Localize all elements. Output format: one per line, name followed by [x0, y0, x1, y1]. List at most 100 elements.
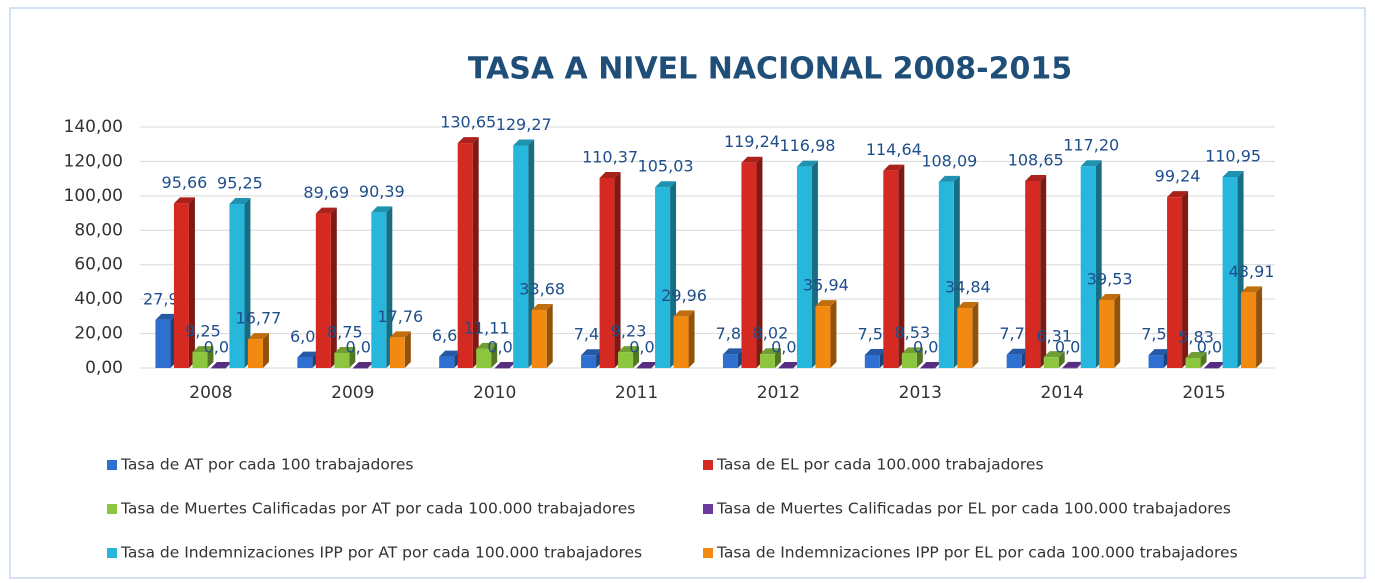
value-label: 129,27: [496, 115, 552, 134]
bar: [618, 352, 634, 368]
bar: [334, 352, 350, 368]
value-label: 8,75: [327, 322, 363, 341]
bar-top: [476, 342, 498, 349]
value-label: 16,77: [236, 309, 282, 328]
bar: [1222, 177, 1238, 368]
legend-label: Tasa de Indemnizaciones IPP por AT por c…: [120, 544, 642, 562]
bar-side: [1182, 191, 1189, 368]
bar-side: [916, 347, 923, 368]
bar-side: [207, 346, 214, 368]
bar: [1241, 292, 1257, 368]
bar-top: [315, 207, 337, 214]
x-tick-label: 2011: [615, 383, 658, 403]
bar: [476, 348, 492, 368]
bar: [247, 339, 263, 368]
bar-top: [1204, 361, 1226, 368]
bar: [673, 316, 689, 368]
bar: [599, 178, 615, 368]
bar-top: [938, 175, 960, 182]
bar: [352, 368, 368, 369]
bar-top: [297, 351, 319, 358]
bar-side: [386, 206, 393, 368]
bar-top: [1241, 286, 1263, 293]
bar-side: [472, 137, 479, 368]
bar: [1148, 355, 1164, 368]
legend-label: Tasa de Indemnizaciones IPP por EL por c…: [716, 544, 1238, 562]
legend-swatch: [703, 460, 713, 470]
bar-top: [581, 349, 603, 356]
bar: [1167, 197, 1183, 368]
bar-top: [334, 346, 356, 353]
bar: [1025, 180, 1041, 368]
bar: [938, 181, 954, 368]
bar-top: [901, 347, 923, 354]
bar-top: [655, 181, 677, 188]
x-tick-label: 2009: [331, 383, 374, 403]
value-label: 33,68: [519, 280, 565, 299]
bar-top: [173, 197, 195, 204]
value-label: 39,53: [1087, 269, 1133, 288]
bar: [439, 356, 455, 368]
bar-side: [898, 164, 905, 368]
y-tick-label: 140,00: [64, 117, 123, 137]
value-label: 9,25: [185, 322, 221, 341]
bar: [1062, 367, 1078, 369]
bar: [655, 187, 671, 368]
value-label: 43,91: [1229, 262, 1275, 281]
bar-top: [352, 362, 374, 368]
bar-top: [599, 172, 621, 179]
bar-side: [188, 197, 195, 368]
bar: [155, 319, 171, 368]
value-label: 105,03: [638, 157, 694, 176]
value-label: 35,94: [803, 276, 849, 295]
bar: [883, 170, 899, 368]
bar: [815, 306, 831, 368]
bar: [741, 162, 757, 368]
value-label: 95,66: [162, 173, 208, 192]
bar-top: [1148, 349, 1170, 356]
legend-swatch: [703, 548, 713, 558]
bar: [297, 357, 313, 368]
bar-top: [920, 361, 942, 368]
bar: [229, 204, 245, 368]
bar-side: [330, 207, 337, 368]
bar: [796, 166, 812, 368]
x-tick-label: 2008: [189, 383, 232, 403]
legend-swatch: [107, 548, 117, 558]
y-tick-label: 40,00: [74, 289, 123, 309]
bar-top: [457, 137, 479, 144]
bar: [192, 352, 208, 368]
bar: [513, 145, 529, 368]
value-label: 9,23: [611, 322, 647, 341]
bar-side: [614, 172, 621, 368]
bar-top: [957, 302, 979, 309]
bar: [722, 354, 738, 368]
y-tick-label: 60,00: [74, 255, 123, 275]
bar: [1099, 299, 1115, 368]
bar: [957, 308, 973, 368]
bar: [1006, 354, 1022, 368]
bar-top: [229, 198, 251, 205]
bar-side: [1256, 286, 1263, 368]
bar-top: [1025, 174, 1047, 181]
value-label: 99,24: [1155, 167, 1201, 186]
bar-top: [1222, 171, 1244, 178]
bar-top: [371, 206, 393, 213]
bar-top: [155, 313, 177, 320]
value-label: 114,64: [866, 140, 922, 159]
value-label: 17,76: [377, 307, 423, 326]
bar: [531, 310, 547, 368]
x-tick-label: 2013: [899, 383, 942, 403]
bar-side: [774, 348, 781, 368]
bar: [389, 337, 405, 368]
value-label: 110,37: [582, 148, 638, 167]
bar-top: [513, 139, 535, 146]
bar-top: [1167, 191, 1189, 198]
chart-title: TASA A NIVEL NACIONAL 2008-2015: [468, 52, 1072, 87]
value-label: 108,09: [921, 151, 977, 170]
bar: [210, 367, 226, 369]
bar: [315, 213, 331, 368]
value-label: 29,96: [661, 286, 707, 305]
bar: [173, 203, 189, 368]
